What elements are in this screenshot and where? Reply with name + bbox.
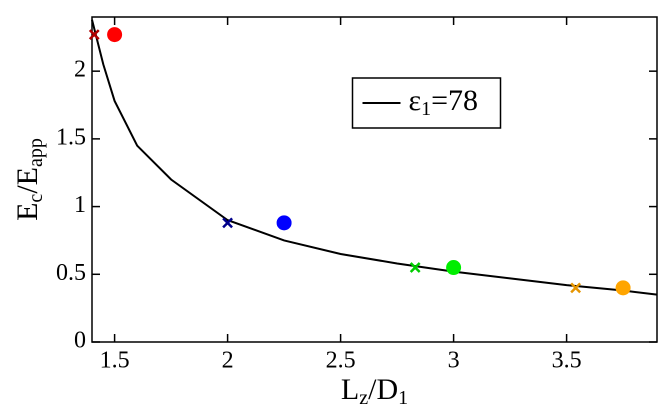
cross-point (570, 282, 582, 294)
x-axis-label: Lz/D1 (341, 373, 408, 409)
y-tick-label: 1.5 (56, 124, 86, 150)
y-axis-label: Ec/Eapp (11, 138, 47, 221)
legend-label: ε1=78 (409, 84, 479, 120)
point (107, 27, 123, 43)
cross-point (222, 217, 233, 229)
subscript: c (25, 194, 47, 203)
label-part: /E (11, 167, 44, 194)
label-part: L (341, 373, 359, 406)
x-tick-label: 1.5 (100, 348, 130, 374)
label-part: =78 (431, 84, 478, 117)
subscript: 1 (398, 387, 408, 409)
subscript: 1 (421, 98, 431, 120)
point (276, 215, 292, 231)
y-tick-label: 0.5 (56, 260, 86, 286)
label-part: E (11, 203, 44, 221)
curve (91, 19, 658, 296)
y-tick-label: 0 (74, 328, 86, 354)
plot-frame (91, 16, 658, 343)
x-tick-label: 3 (448, 348, 460, 374)
subscript: app (25, 138, 47, 167)
subscript: z (359, 387, 368, 409)
x-tick-label: 3.5 (552, 348, 582, 374)
x-tick-label: 2.5 (326, 348, 356, 374)
y-tick-label: 1 (74, 192, 86, 218)
label-part: /D (368, 373, 398, 406)
point (615, 280, 631, 296)
point (446, 260, 462, 276)
y-tick-label: 2 (74, 57, 86, 83)
x-tick-label: 2 (222, 348, 234, 374)
label-part: ε (409, 84, 422, 117)
cross-point (409, 262, 421, 273)
cross-point (88, 29, 100, 40)
